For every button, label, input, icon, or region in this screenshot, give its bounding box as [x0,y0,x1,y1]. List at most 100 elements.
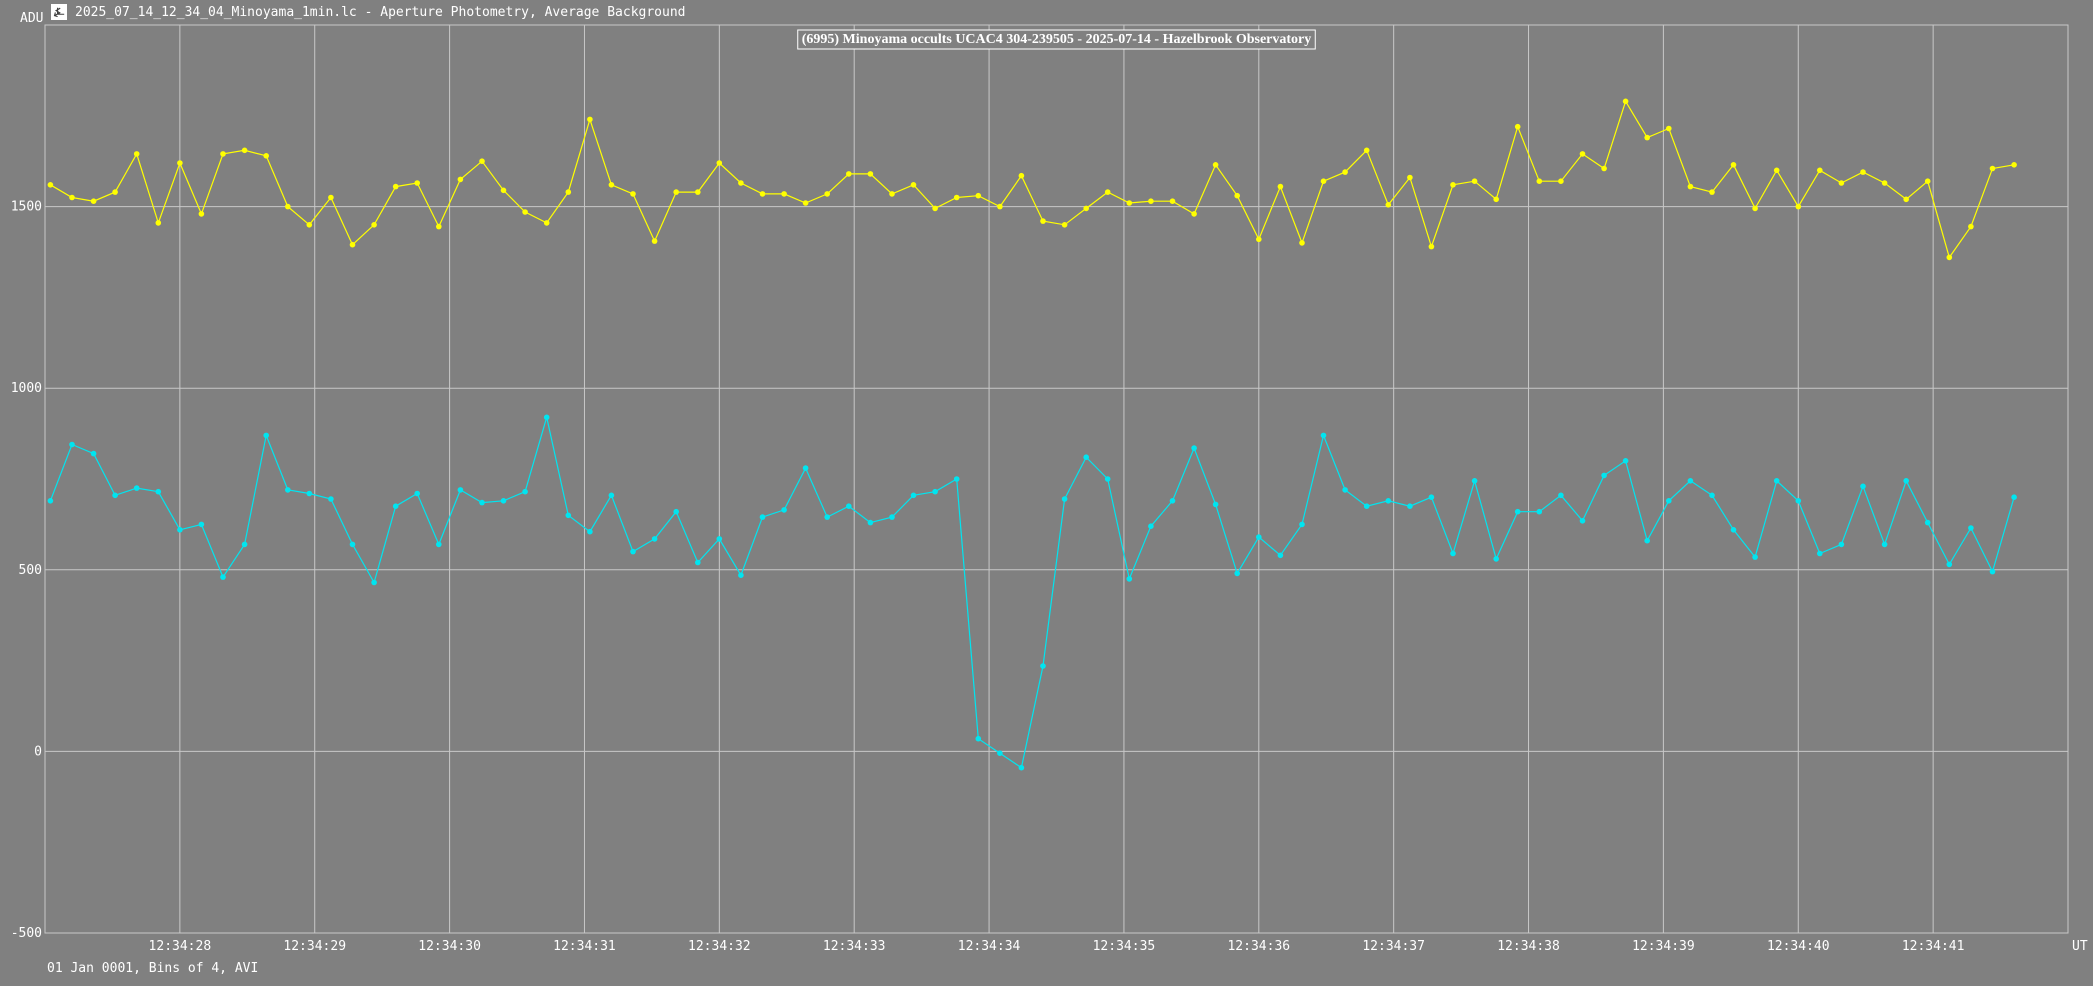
comparison-point [759,191,766,197]
target-series [47,414,2017,771]
target-point [69,441,75,448]
comparison-point [889,191,895,197]
target-point [414,490,421,497]
target-point [1256,534,1262,540]
target-point [608,492,615,499]
x-tick-label: 12:34:34 [958,939,1021,954]
comparison-point [1407,174,1413,181]
x-tick-label: 12:34:40 [1767,939,1830,954]
y-tick-label: 500 [19,563,42,578]
comparison-point [1363,147,1370,154]
comparison-point [1946,254,1953,261]
target-point [1730,527,1737,533]
target-point [824,514,830,520]
comparison-point [975,192,982,199]
y-tick-label: 1500 [11,200,42,215]
x-tick-label: 12:34:33 [823,939,886,954]
target-point [1126,576,1133,582]
lightcurve-app-icon[interactable]: ⍼ [51,4,67,20]
target-point [1795,498,1802,504]
comparison-point [1493,196,1499,203]
target-point [1018,764,1025,771]
comparison-point [846,171,852,177]
target-point [997,750,1003,756]
comparison-point [1579,151,1586,157]
target-point [90,450,97,457]
comparison-point [1644,134,1650,141]
comparison-point [1450,182,1456,188]
target-point [1644,537,1650,544]
target-point [695,559,701,566]
comparison-point [1018,172,1025,179]
target-point [1946,561,1953,568]
comparison-point [738,180,744,186]
comparison-point [1471,178,1478,184]
target-point [1385,498,1392,504]
comparison-point [1968,223,1974,230]
comparison-point [1299,240,1305,246]
comparison-point [2011,162,2017,168]
comparison-point [90,198,97,204]
target-point [1212,501,1219,508]
x-tick-label: 12:34:38 [1497,939,1560,954]
x-tick-label: 12:34:30 [418,939,481,954]
target-point [1299,521,1305,528]
comparison-line [50,99,2015,259]
comparison-point [1234,192,1240,199]
target-point [522,488,528,495]
target-point [457,487,464,493]
target-point [1558,492,1564,499]
comparison-point [133,151,140,157]
target-point [220,574,226,580]
target-point [1601,472,1607,479]
target-point [1838,541,1845,548]
target-point [1881,541,1888,548]
comparison-point [673,189,679,195]
comparison-point [1061,222,1068,228]
comparison-point [716,160,723,166]
comparison-point [1903,196,1909,203]
target-point [781,507,787,513]
target-point [392,503,399,510]
comparison-point [1083,205,1089,212]
comparison-point [1622,98,1629,105]
comparison-point [177,160,183,166]
comparison-point [630,191,636,197]
comparison-point [1838,180,1845,186]
comparison-point [1687,183,1694,190]
target-point [1104,476,1111,482]
target-point [436,541,442,548]
target-point [846,503,852,510]
comparison-point [1817,167,1823,174]
comparison-point [220,151,226,157]
target-point [543,414,550,421]
target-point [1817,550,1823,557]
comparison-point [781,191,787,197]
x-axis-label: UT [2072,939,2088,954]
y-axis-label: ADU [20,11,43,26]
comparison-point [1752,205,1758,212]
target-point [738,572,744,578]
target-point [953,476,960,482]
comparison-point [1104,189,1111,195]
comparison-point [1881,180,1888,186]
comparison-point [651,238,658,244]
target-line [49,417,2015,769]
grid-lines [45,25,2068,933]
y-tick-label: 0 [34,744,42,759]
comparison-point [565,189,572,195]
target-point [1752,554,1758,560]
target-point [1666,498,1672,504]
target-point [328,496,334,502]
target-point [651,536,658,542]
comparison-point [522,209,528,215]
target-point [1579,518,1586,524]
target-point [1773,478,1780,484]
window-title: 2025_07_14_12_34_04_Minoyama_1min.lc - A… [75,4,686,20]
comparison-point [1320,178,1327,184]
comparison-point [457,176,464,183]
comparison-point [1256,236,1262,243]
target-point [1450,550,1456,557]
x-tick-labels: 12:34:28 12:34:29 12:34:30 12:34:31 12:34:32… [149,939,1965,954]
